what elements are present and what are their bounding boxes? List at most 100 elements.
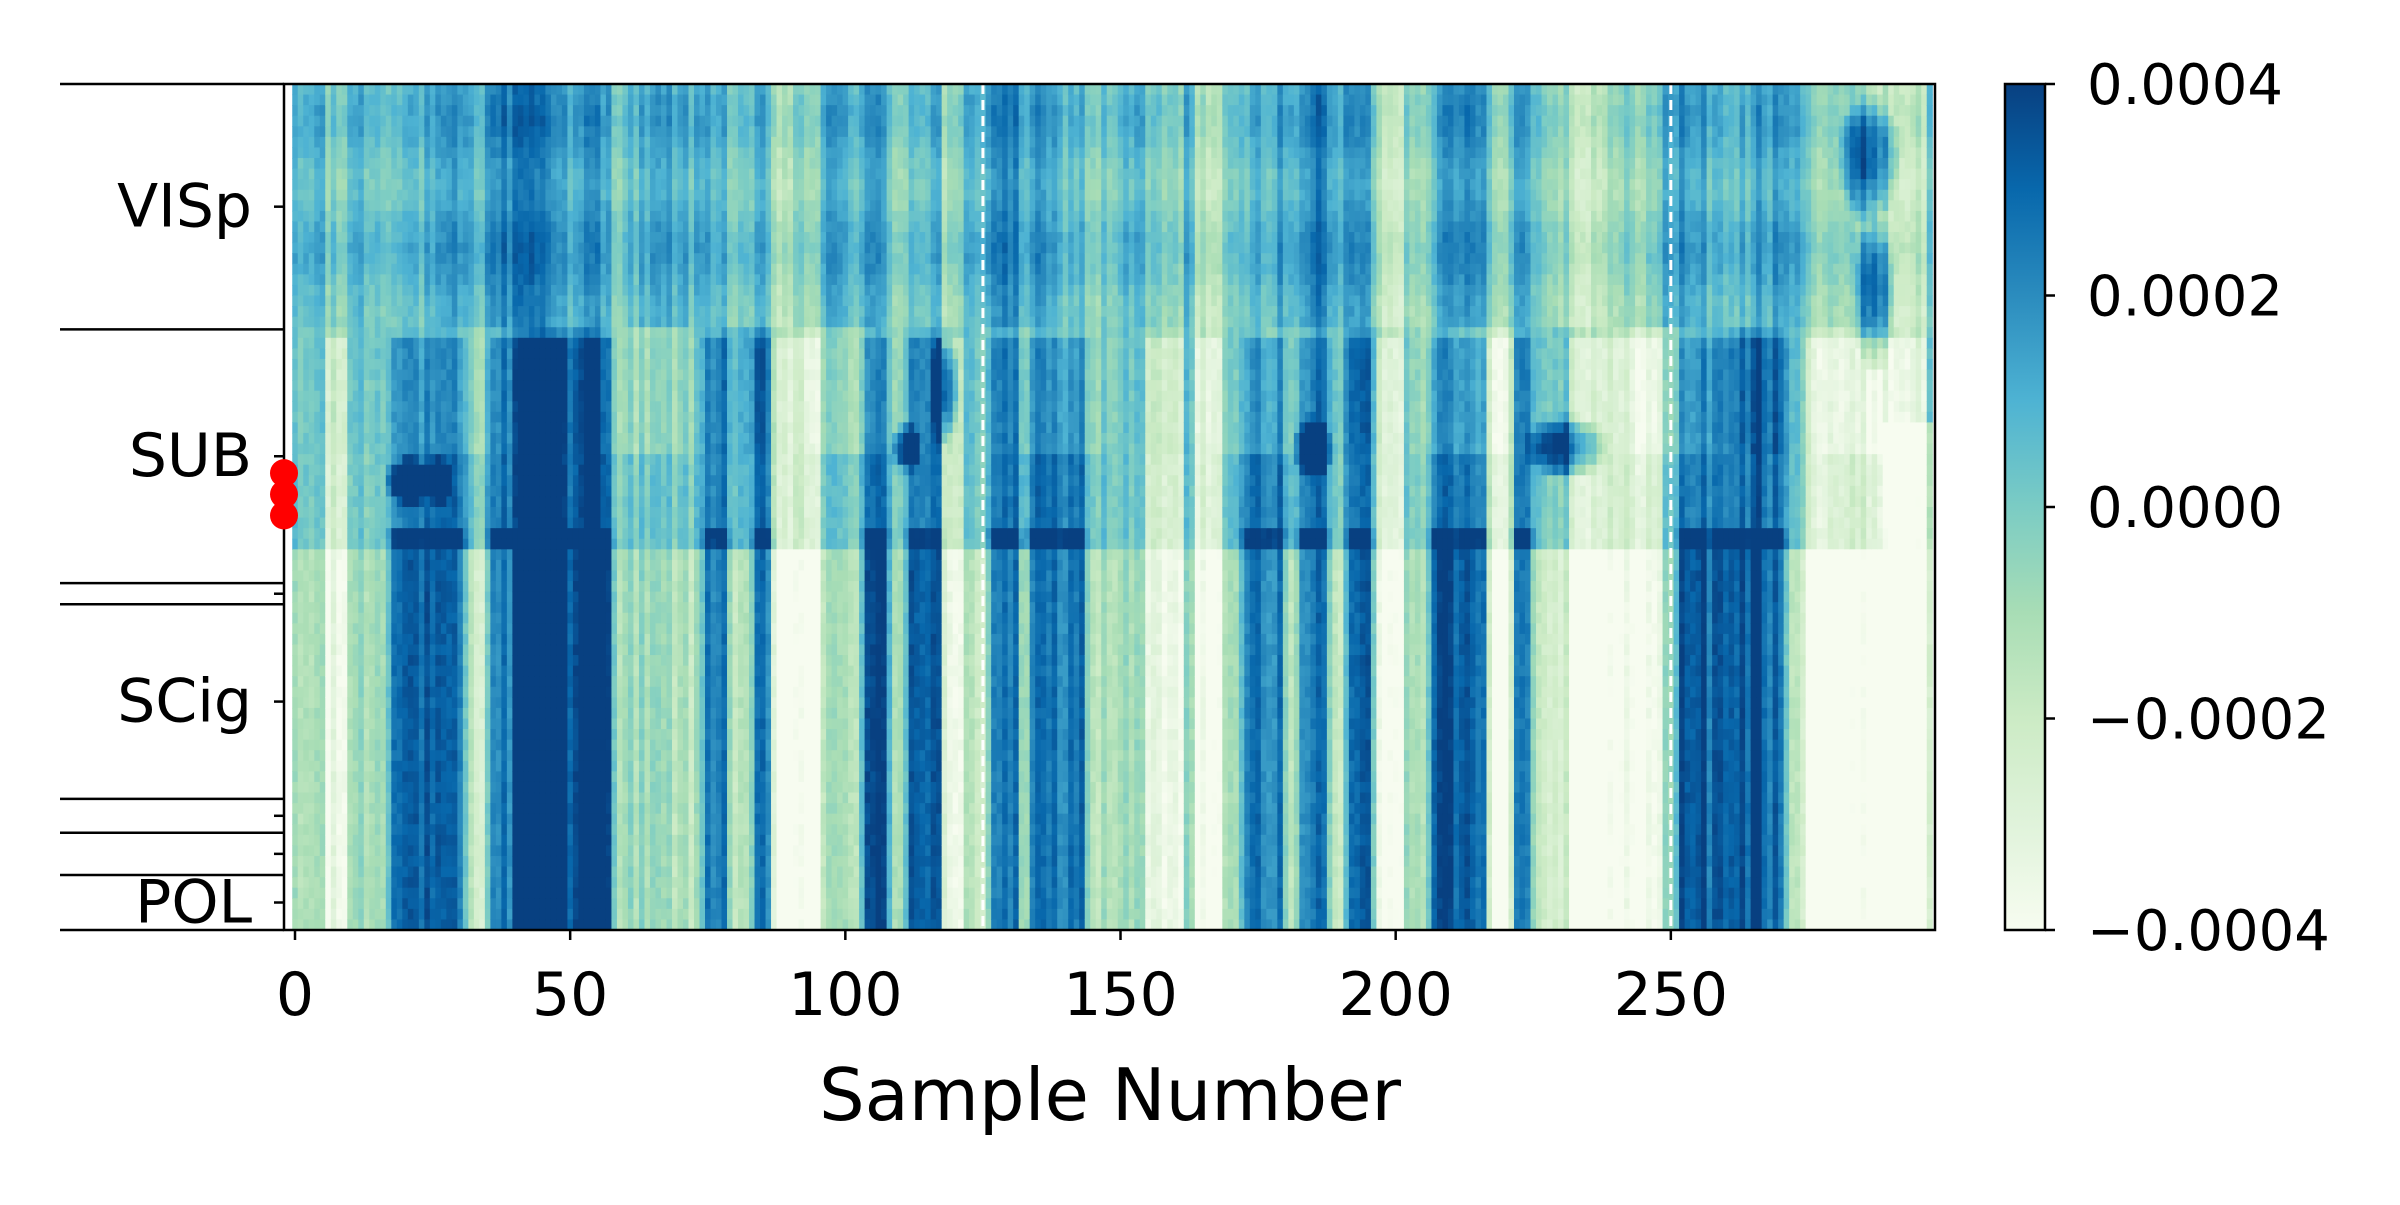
heatmap-cell xyxy=(402,411,409,423)
heatmap-cell xyxy=(440,507,447,519)
heatmap-cell xyxy=(446,358,453,371)
heatmap-cell xyxy=(583,306,591,318)
heatmap-cell xyxy=(292,528,299,540)
heatmap-cell xyxy=(578,380,585,392)
heatmap-cell xyxy=(374,729,381,741)
heatmap-cell xyxy=(314,887,321,899)
heatmap-cell xyxy=(303,253,310,265)
heatmap-cell xyxy=(358,813,365,825)
heatmap-cell xyxy=(583,337,591,349)
heatmap-cell xyxy=(440,781,447,794)
heatmap-cell xyxy=(336,581,343,593)
heatmap-cell xyxy=(292,210,299,223)
heatmap-cell xyxy=(440,612,447,624)
heatmap-cell xyxy=(457,189,464,201)
heatmap-cell xyxy=(363,887,370,899)
heatmap-cell xyxy=(545,168,552,180)
heatmap-cell xyxy=(308,327,315,339)
heatmap-cell xyxy=(583,665,591,677)
heatmap-cell xyxy=(358,327,365,339)
heatmap-cell xyxy=(336,464,343,476)
heatmap-cell xyxy=(380,485,387,498)
heatmap-cell xyxy=(539,887,547,899)
heatmap-cell xyxy=(501,443,508,455)
heatmap-cell xyxy=(517,380,524,392)
heatmap-cell xyxy=(589,168,596,180)
heatmap-cell xyxy=(600,485,607,498)
heatmap-cell xyxy=(594,390,602,402)
heatmap-cell xyxy=(380,210,387,223)
heatmap-cell xyxy=(523,729,530,741)
heatmap-cell xyxy=(429,158,436,170)
heatmap-cell xyxy=(308,189,315,201)
heatmap-cell xyxy=(369,105,376,117)
heatmap-cell xyxy=(473,158,480,170)
heatmap-cell xyxy=(396,221,403,233)
heatmap-cell xyxy=(556,464,563,476)
heatmap-cell xyxy=(396,834,403,846)
heatmap-cell xyxy=(396,485,403,498)
heatmap-cell xyxy=(517,337,524,349)
heatmap-cell xyxy=(451,803,458,815)
heatmap-cell xyxy=(605,147,613,159)
heatmap-cell xyxy=(435,284,442,297)
heatmap-cell xyxy=(561,581,569,593)
heatmap-cell xyxy=(407,358,414,371)
heatmap-cell xyxy=(633,136,640,149)
heatmap-cell xyxy=(490,803,497,815)
heatmap-cell xyxy=(583,84,591,96)
heatmap-cell xyxy=(506,401,513,413)
heatmap-cell xyxy=(600,295,607,307)
heatmap-cell xyxy=(446,581,453,593)
heatmap-cell xyxy=(545,718,552,730)
heatmap-cell xyxy=(418,496,425,508)
heatmap-cell xyxy=(495,887,502,899)
heatmap-cell xyxy=(314,432,321,445)
heatmap-cell xyxy=(407,380,414,392)
heatmap-cell xyxy=(380,168,387,180)
heatmap-cell xyxy=(583,517,591,529)
heatmap-cell xyxy=(297,179,304,191)
heatmap-cell xyxy=(556,845,563,857)
heatmap-cell xyxy=(506,84,513,96)
heatmap-cell xyxy=(308,126,315,138)
heatmap-cell xyxy=(506,189,513,201)
heatmap-cell xyxy=(457,623,464,635)
heatmap-cell xyxy=(545,84,552,96)
heatmap-cell xyxy=(451,623,458,635)
heatmap-cell xyxy=(578,422,585,434)
heatmap-cell xyxy=(600,94,607,106)
heatmap-cell xyxy=(473,401,480,413)
heatmap-cell xyxy=(435,422,442,434)
heatmap-cell xyxy=(550,623,558,635)
heatmap-cell xyxy=(363,771,370,783)
heatmap-cell xyxy=(446,517,453,529)
heatmap-cell xyxy=(352,284,359,297)
heatmap-cell xyxy=(600,443,607,455)
heatmap-cell xyxy=(330,84,337,96)
heatmap-cell xyxy=(528,855,535,868)
heatmap-cell xyxy=(374,147,381,159)
heatmap-cell xyxy=(611,454,618,466)
heatmap-cell xyxy=(391,348,398,360)
heatmap-cell xyxy=(435,676,442,688)
heatmap-cell xyxy=(374,887,381,899)
heatmap-cell xyxy=(600,633,607,646)
heatmap-cell xyxy=(330,570,337,582)
heatmap-cell xyxy=(446,496,453,508)
heatmap-cell xyxy=(556,507,563,519)
heatmap-cell xyxy=(616,591,624,603)
heatmap-cell xyxy=(292,570,299,582)
heatmap-cell xyxy=(347,337,354,349)
heatmap-cell xyxy=(495,644,502,656)
heatmap-cell xyxy=(484,665,491,677)
heatmap-cell xyxy=(451,824,458,836)
heatmap-cell xyxy=(369,263,376,275)
heatmap-cell xyxy=(561,94,569,106)
heatmap-cell xyxy=(583,422,591,434)
heatmap-cell xyxy=(297,432,304,445)
heatmap-cell xyxy=(363,147,370,159)
heatmap-cell xyxy=(446,115,453,127)
heatmap-cell xyxy=(462,443,469,455)
heatmap-cell xyxy=(429,729,436,741)
